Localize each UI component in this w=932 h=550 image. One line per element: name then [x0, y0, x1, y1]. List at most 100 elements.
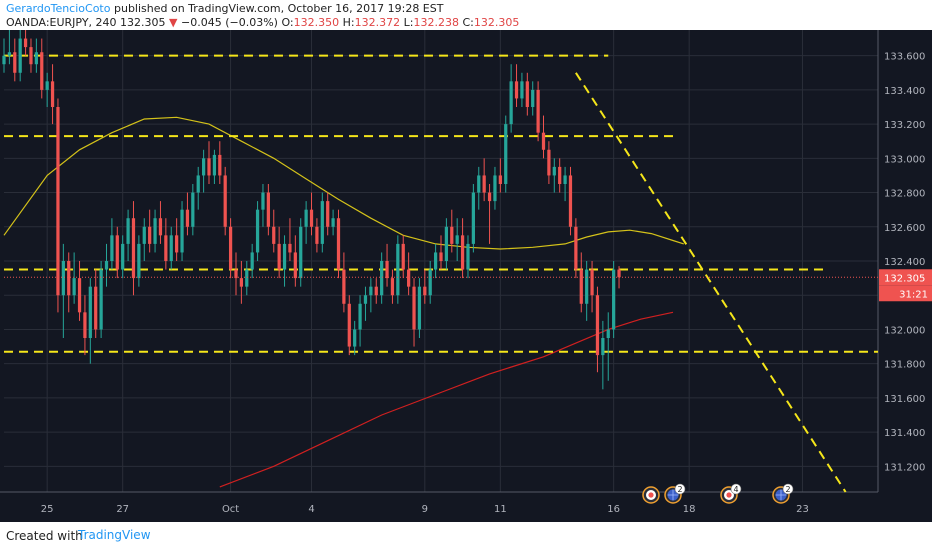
candle-body [304, 209, 308, 227]
event-count-text: 4 [733, 485, 738, 494]
candle-body [590, 269, 594, 296]
fast-moving-average-line [3, 116, 684, 250]
candle-body [18, 38, 22, 73]
candle-body [67, 261, 71, 296]
price-tick-label: 133.000 [884, 154, 925, 165]
candle-body [56, 107, 60, 296]
event-count-badge [674, 483, 686, 495]
candle-body [347, 303, 351, 347]
candle-body [547, 149, 551, 176]
candle-body [245, 269, 249, 287]
candle-countdown-text: 31:21 [899, 289, 928, 300]
candle-body [396, 243, 400, 296]
trend-line [575, 72, 847, 493]
candle-body [617, 269, 621, 278]
candle-body [88, 286, 92, 338]
symbol-label: OANDA:EURJPY, 240 [6, 16, 117, 29]
candle-body [595, 295, 600, 356]
candle-body [77, 278, 82, 313]
time-tick-label: 25 [41, 504, 54, 515]
last-price-tag [879, 269, 932, 286]
candle-body [326, 201, 330, 227]
time-tick-label: 18 [683, 504, 696, 515]
event-globe-icon: 2 [664, 483, 686, 504]
event-globe-meridian [775, 489, 787, 501]
low-label: L: [403, 16, 414, 29]
candle-body [175, 235, 179, 253]
candle-body [50, 81, 55, 107]
candle-body [498, 175, 502, 184]
high-value: 132.372 [354, 16, 401, 29]
candle-body [212, 154, 217, 176]
candle-countdown-tag [879, 285, 932, 302]
candle-body [277, 243, 281, 270]
candle-body [477, 175, 481, 193]
time-tick-label: Oct [222, 504, 239, 515]
candle-body [374, 286, 378, 296]
tradingview-logo[interactable]: TradingView [78, 528, 151, 542]
candle-body [380, 261, 384, 296]
candle-body [299, 226, 303, 279]
candle-body [239, 278, 244, 287]
candle-body [455, 235, 459, 244]
event-flag-dot [726, 492, 732, 498]
candle-body [272, 226, 276, 244]
candle-body [234, 269, 238, 279]
candle-body [563, 175, 567, 184]
candle-body [541, 132, 546, 150]
close-label: C: [462, 16, 474, 29]
event-count-badge [730, 483, 742, 495]
event-globe-meridian [667, 489, 679, 501]
candle-body [315, 226, 319, 244]
candle-body [612, 269, 616, 330]
candle-body [536, 89, 540, 133]
last-price-tag-text: 132.305 [884, 273, 925, 284]
chart-header: GerardoTencioCoto published on TradingVi… [0, 0, 932, 30]
candle-body [191, 192, 195, 227]
ohlc-line: OANDA:EURJPY, 240 132.305 ▼ −0.045 (−0.0… [6, 16, 519, 29]
candle-body [412, 286, 416, 330]
candle-body [466, 243, 470, 270]
moving-averages [3, 116, 684, 488]
price-axis-background [879, 30, 932, 492]
candle-body [309, 209, 314, 227]
price-axis[interactable]: 133.600 133.400 133.200 133.000 132.800 132.6… [879, 30, 932, 492]
candle-body [450, 226, 454, 244]
candle-body [94, 286, 98, 330]
candle-body [358, 303, 362, 330]
candle-body [142, 226, 146, 244]
price-tick-label: 133.200 [884, 120, 925, 131]
candle-body [585, 269, 589, 304]
time-tick-label: 9 [422, 504, 428, 515]
event-flag-dot [648, 492, 654, 498]
event-flag-icon [642, 486, 660, 504]
grid [0, 30, 932, 522]
candle-body [13, 52, 17, 73]
price-tick-label: 132.000 [884, 325, 925, 336]
candle-body [293, 252, 297, 279]
event-count-text: 2 [677, 485, 682, 494]
candle-body [218, 154, 222, 176]
candle-body [7, 52, 12, 56]
price-tick-label: 131.400 [884, 428, 925, 439]
time-tick-label: 27 [116, 504, 129, 515]
candle-body [158, 218, 163, 236]
candle-body [45, 81, 49, 90]
low-value: 132.238 [413, 16, 459, 29]
candle-body [40, 52, 44, 90]
candle-body [509, 81, 513, 125]
candle-body [433, 252, 438, 270]
candle-body [525, 81, 529, 107]
price-tick-label: 133.600 [884, 52, 925, 63]
chart-canvas[interactable]: 133.600 133.400 133.200 133.000 132.800 132.6… [0, 30, 932, 522]
author-link[interactable]: GerardoTencioCoto [6, 2, 111, 15]
event-globe-icon: 2 [772, 483, 794, 504]
time-axis[interactable]: 25 27 Oct 4 9 11 16 18 23 [41, 504, 809, 515]
candle-body [558, 166, 562, 184]
published-text: published on TradingView.com, October 16… [113, 2, 444, 15]
last-price: 132.305 [120, 16, 166, 29]
change-value: −0.045 (−0.03%) [181, 16, 278, 29]
high-label: H: [342, 16, 355, 29]
candle-body [228, 226, 233, 270]
chart-background [0, 30, 932, 522]
